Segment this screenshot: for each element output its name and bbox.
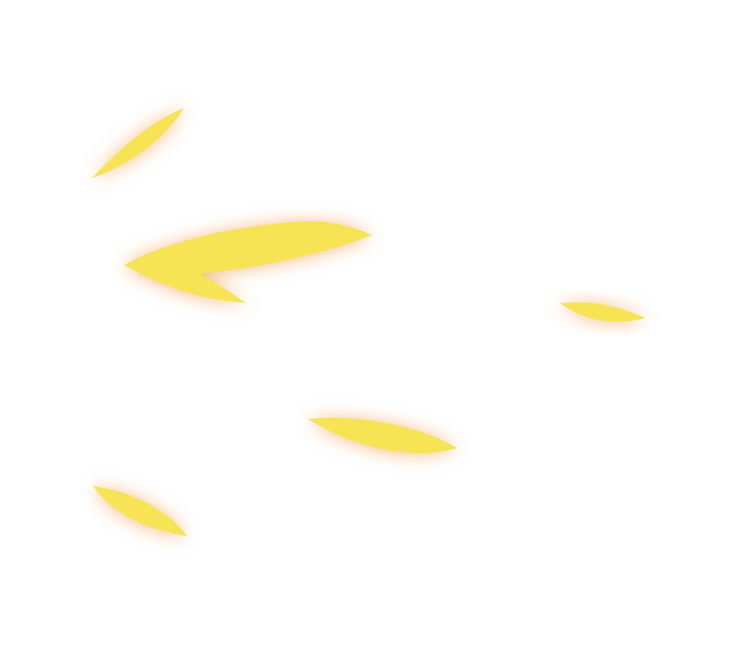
leaf-petal-lower-left xyxy=(93,486,187,536)
leaf-petal-small-upper-left xyxy=(92,108,184,178)
leaf-petal-large-arrow xyxy=(124,221,372,303)
leaf-petal-right xyxy=(560,302,645,322)
leaf-petal-center xyxy=(308,417,457,454)
